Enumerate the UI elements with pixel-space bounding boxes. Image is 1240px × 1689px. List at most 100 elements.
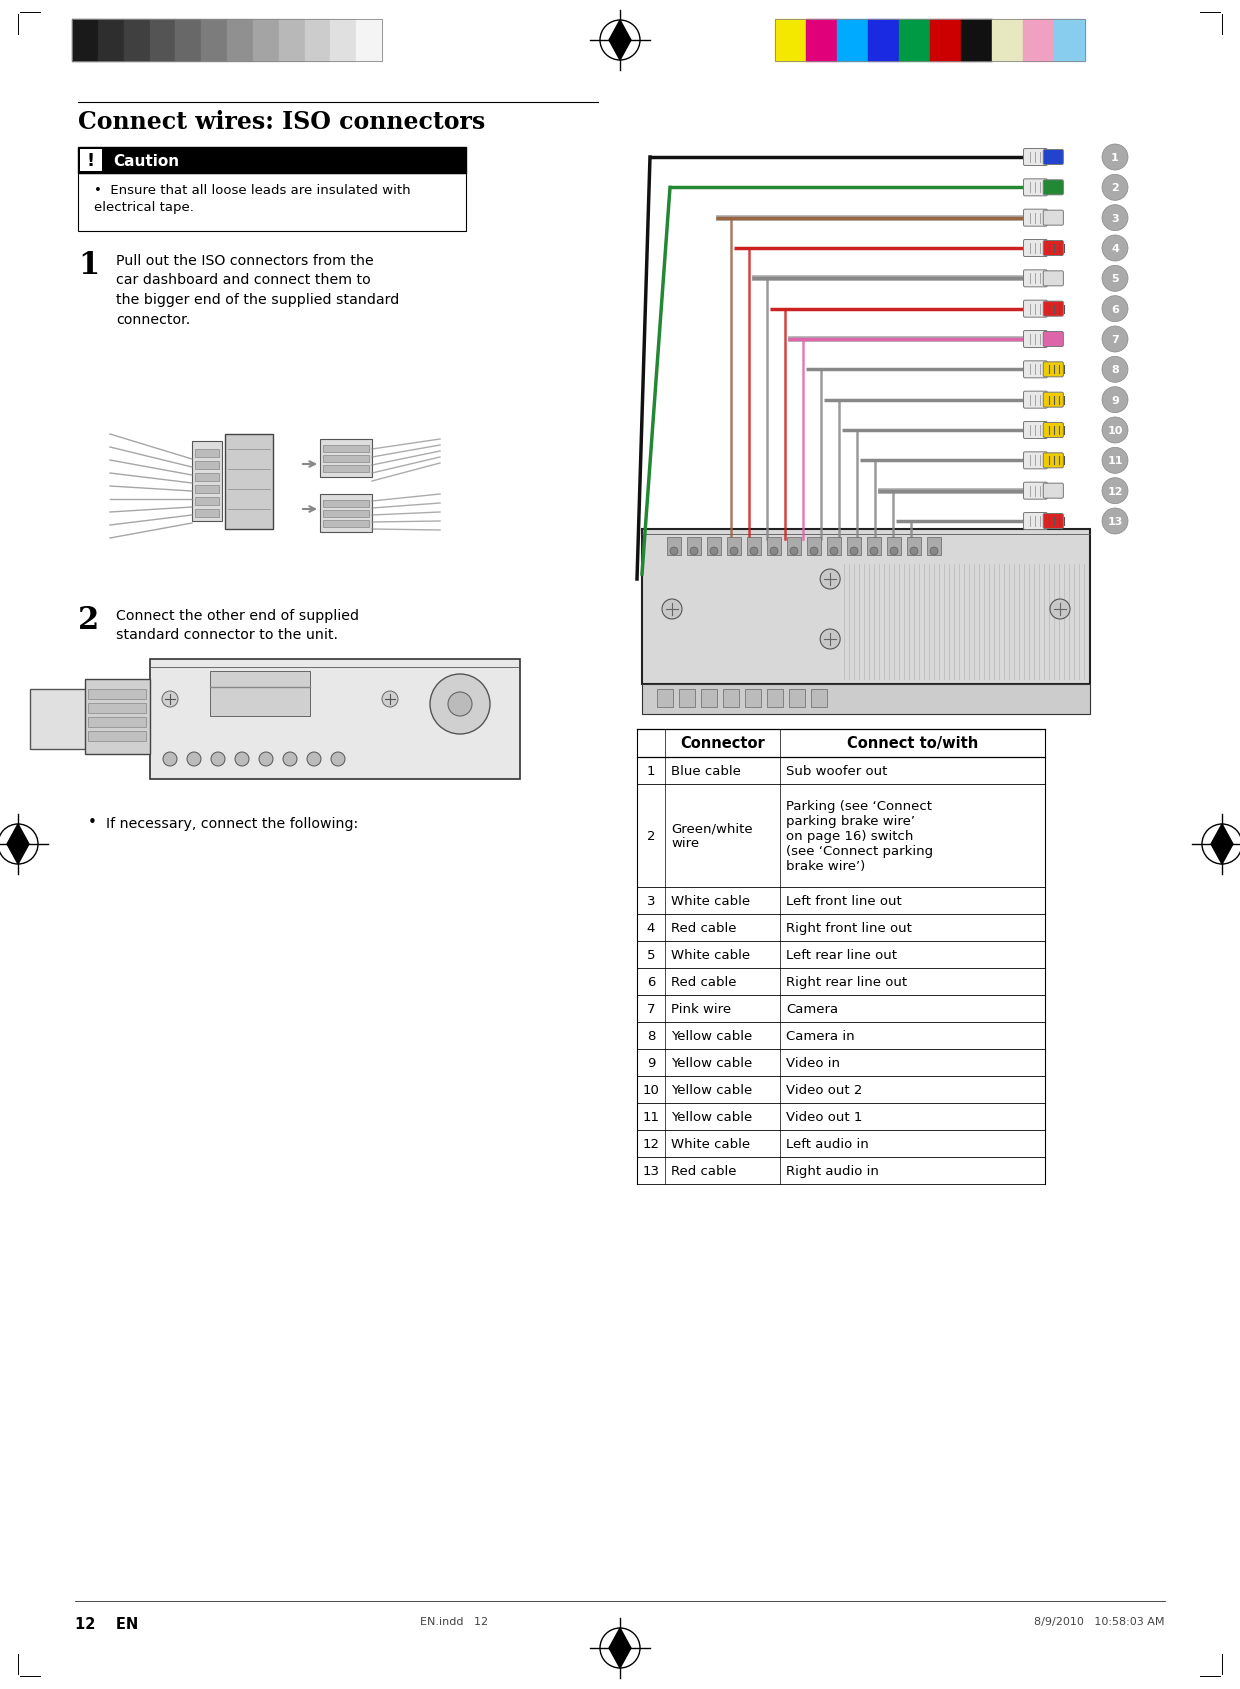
- Circle shape: [689, 547, 698, 556]
- Circle shape: [283, 753, 298, 767]
- Bar: [195, 473, 219, 481]
- Bar: [1023, 20, 1054, 62]
- Bar: [887, 537, 901, 556]
- Circle shape: [849, 547, 858, 556]
- Bar: [88, 731, 146, 741]
- FancyBboxPatch shape: [1043, 513, 1064, 529]
- FancyBboxPatch shape: [1043, 483, 1064, 498]
- Bar: [787, 537, 801, 556]
- Text: Left audio in: Left audio in: [786, 1137, 869, 1150]
- Bar: [642, 684, 1090, 714]
- Text: •  Ensure that all loose leads are insulated with
electrical tape.: • Ensure that all loose leads are insula…: [94, 184, 410, 215]
- Circle shape: [1050, 600, 1070, 620]
- FancyBboxPatch shape: [1023, 453, 1048, 470]
- Circle shape: [448, 692, 472, 716]
- Bar: [322, 520, 370, 527]
- Bar: [195, 498, 219, 505]
- Bar: [837, 20, 868, 62]
- FancyBboxPatch shape: [1023, 483, 1048, 500]
- Circle shape: [890, 547, 898, 556]
- Bar: [868, 20, 899, 62]
- FancyBboxPatch shape: [1043, 150, 1064, 166]
- Bar: [806, 20, 837, 62]
- Text: EN.indd   12: EN.indd 12: [420, 1616, 489, 1627]
- Text: Green/white
wire: Green/white wire: [671, 823, 753, 850]
- Circle shape: [1102, 145, 1128, 171]
- FancyBboxPatch shape: [1023, 240, 1048, 257]
- Circle shape: [1102, 448, 1128, 475]
- Text: Red cable: Red cable: [671, 1164, 737, 1177]
- Bar: [992, 20, 1023, 62]
- Bar: [701, 689, 717, 708]
- Circle shape: [1102, 267, 1128, 292]
- Text: Right audio in: Right audio in: [786, 1164, 879, 1177]
- Bar: [356, 20, 382, 62]
- Bar: [930, 20, 961, 62]
- Circle shape: [790, 547, 799, 556]
- Text: 1: 1: [1111, 154, 1118, 162]
- Bar: [746, 537, 761, 556]
- Circle shape: [331, 753, 345, 767]
- Bar: [86, 679, 150, 755]
- Text: White cable: White cable: [671, 949, 750, 961]
- FancyBboxPatch shape: [1023, 361, 1048, 378]
- Text: 6: 6: [647, 976, 655, 988]
- Bar: [775, 20, 806, 62]
- Circle shape: [810, 547, 818, 556]
- Circle shape: [910, 547, 918, 556]
- Text: 10: 10: [1107, 426, 1122, 436]
- Bar: [150, 660, 520, 780]
- FancyBboxPatch shape: [1043, 454, 1064, 468]
- Bar: [723, 689, 739, 708]
- Text: Yellow cable: Yellow cable: [671, 1029, 753, 1042]
- Text: 9: 9: [647, 1056, 655, 1069]
- Text: Connect wires: ISO connectors: Connect wires: ISO connectors: [78, 110, 485, 133]
- Text: Camera: Camera: [786, 1002, 838, 1015]
- FancyBboxPatch shape: [1023, 149, 1048, 167]
- Bar: [320, 495, 372, 532]
- Text: 8/9/2010   10:58:03 AM: 8/9/2010 10:58:03 AM: [1034, 1616, 1166, 1627]
- Circle shape: [211, 753, 224, 767]
- Text: Video out 1: Video out 1: [786, 1110, 862, 1123]
- Text: Red cable: Red cable: [671, 922, 737, 934]
- Bar: [899, 20, 930, 62]
- Circle shape: [820, 569, 841, 589]
- Text: If necessary, connect the following:: If necessary, connect the following:: [105, 816, 358, 831]
- Circle shape: [770, 547, 777, 556]
- Polygon shape: [7, 824, 29, 865]
- Bar: [78, 149, 466, 174]
- Text: Pink wire: Pink wire: [671, 1002, 732, 1015]
- Text: 7: 7: [1111, 334, 1118, 345]
- FancyBboxPatch shape: [1043, 333, 1064, 348]
- FancyBboxPatch shape: [1023, 513, 1048, 530]
- Circle shape: [1102, 326, 1128, 353]
- Bar: [195, 486, 219, 493]
- Circle shape: [730, 547, 738, 556]
- Circle shape: [259, 753, 273, 767]
- Text: Sub woofer out: Sub woofer out: [786, 765, 888, 777]
- Circle shape: [236, 753, 249, 767]
- Text: Video in: Video in: [786, 1056, 839, 1069]
- Text: 12: 12: [1107, 486, 1122, 497]
- Circle shape: [1102, 206, 1128, 231]
- Text: 2: 2: [647, 829, 655, 843]
- Bar: [88, 704, 146, 713]
- FancyBboxPatch shape: [1023, 209, 1048, 226]
- FancyBboxPatch shape: [1043, 211, 1064, 226]
- Text: 3: 3: [1111, 213, 1118, 223]
- FancyBboxPatch shape: [1023, 392, 1048, 409]
- Bar: [330, 20, 356, 62]
- FancyBboxPatch shape: [1043, 272, 1064, 287]
- Bar: [687, 537, 701, 556]
- Text: Pull out the ISO connectors from the
car dashboard and connect them to
the bigge: Pull out the ISO connectors from the car…: [117, 253, 399, 326]
- FancyBboxPatch shape: [1043, 181, 1064, 196]
- Bar: [867, 537, 880, 556]
- FancyBboxPatch shape: [1043, 242, 1064, 257]
- Circle shape: [870, 547, 878, 556]
- Text: 2: 2: [1111, 182, 1118, 193]
- Bar: [30, 689, 91, 750]
- Text: Yellow cable: Yellow cable: [671, 1056, 753, 1069]
- FancyBboxPatch shape: [1023, 270, 1048, 287]
- Bar: [322, 466, 370, 473]
- Circle shape: [1102, 417, 1128, 444]
